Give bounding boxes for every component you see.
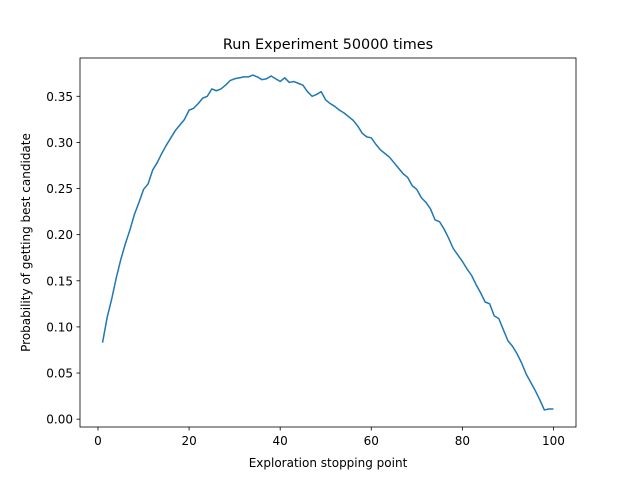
x-tick-label: 60 — [364, 434, 379, 448]
plot-frame — [79, 57, 577, 428]
x-tick-label: 20 — [181, 434, 196, 448]
x-tick-label: 0 — [94, 434, 102, 448]
y-tick-label: 0.15 — [46, 274, 73, 288]
x-tick-label: 100 — [542, 434, 565, 448]
x-tick-label: 80 — [455, 434, 470, 448]
y-tick-label: 0.35 — [46, 90, 73, 104]
y-tick-label: 0.30 — [46, 136, 73, 150]
y-tick-label: 0.00 — [46, 413, 73, 427]
y-tick-label: 0.25 — [46, 182, 73, 196]
chart-title: Run Experiment 50000 times — [223, 37, 433, 53]
x-axis-label: Exploration stopping point — [249, 456, 408, 470]
y-axis-label: Probability of getting best candidate — [19, 133, 33, 352]
x-tick-label: 40 — [273, 434, 288, 448]
y-tick-label: 0.20 — [46, 228, 73, 242]
y-tick-label: 0.05 — [46, 367, 73, 381]
data-line — [101, 74, 554, 411]
y-tick-label: 0.10 — [46, 320, 73, 334]
